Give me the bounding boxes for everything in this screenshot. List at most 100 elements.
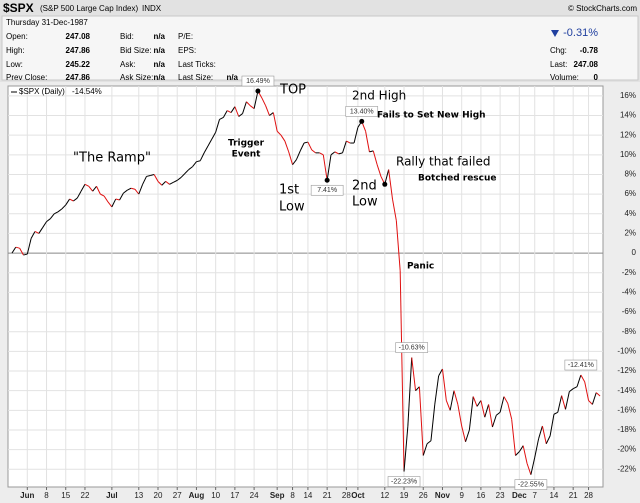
x-tick-label: 28 <box>584 491 593 500</box>
line-segment <box>511 419 517 456</box>
line-segment <box>388 169 393 200</box>
line-segment <box>11 246 17 254</box>
line-segment <box>480 400 486 418</box>
annotation: 1st <box>279 183 299 198</box>
line-segment <box>127 187 132 191</box>
line-segment <box>119 192 124 201</box>
line-segment <box>115 198 120 201</box>
line-segment <box>169 181 174 185</box>
line-segment <box>418 386 424 456</box>
x-tick-label: 28 <box>342 491 351 500</box>
line-segment <box>522 445 528 464</box>
line-segment <box>457 404 463 427</box>
x-tick-label: 12 <box>380 491 389 500</box>
line-segment <box>595 392 601 397</box>
y-tick-label: 4% <box>624 209 636 218</box>
x-tick-label: 16 <box>476 491 485 500</box>
y-tick-label: 6% <box>624 189 636 198</box>
annotation: Panic <box>407 262 434 272</box>
field-value: 247.86 <box>66 46 91 55</box>
line-segment <box>88 185 94 192</box>
line-segment <box>434 375 440 405</box>
field-label: P/E: <box>178 32 193 41</box>
annotation: Fails to Set New High <box>377 111 486 121</box>
field-value: 247.86 <box>66 73 91 82</box>
line-segment <box>484 404 490 418</box>
line-segment <box>549 414 555 436</box>
x-tick-label: 27 <box>173 491 182 500</box>
x-tick-label: 17 <box>230 491 239 500</box>
line-segment <box>322 154 328 181</box>
annotation: "The Ramp" <box>73 151 151 166</box>
annotation: Low <box>352 195 378 210</box>
value-label-box <box>345 106 379 117</box>
x-tick-label: 24 <box>250 491 259 500</box>
y-tick-label: -4% <box>622 288 636 297</box>
price-line <box>11 90 601 475</box>
line-segment <box>557 395 563 413</box>
field-label: High: <box>6 46 25 55</box>
quote-date: Thursday 31-Dec-1987 <box>6 18 88 27</box>
y-tick-label: 16% <box>620 91 636 100</box>
x-tick-label: 23 <box>496 491 505 500</box>
line-segment <box>407 357 413 427</box>
line-segment <box>219 117 224 120</box>
field-label: EPS: <box>178 46 196 55</box>
x-tick-label: 9 <box>459 491 464 500</box>
line-segment <box>326 154 332 181</box>
field-value: 247.08 <box>66 32 91 41</box>
x-tick-label: 10 <box>211 491 220 500</box>
legend-value: -14.54% <box>72 87 102 96</box>
value-label-box <box>395 342 429 353</box>
y-tick-label: -12% <box>617 366 636 375</box>
value-label: -22.55% <box>518 482 544 489</box>
line-segment <box>584 381 590 401</box>
line-segment <box>215 119 220 133</box>
value-label-box <box>514 479 548 490</box>
line-segment <box>69 198 74 202</box>
value-label: -10.63% <box>399 344 425 351</box>
line-segment <box>103 195 109 203</box>
field-value: n/a <box>153 32 165 41</box>
line-segment <box>249 105 255 110</box>
legend-label: $SPX (Daily) <box>19 87 65 96</box>
line-segment <box>38 227 44 234</box>
line-segment <box>184 169 190 174</box>
line-segment <box>242 101 247 114</box>
line-segment <box>280 134 286 142</box>
line-segment <box>576 374 582 387</box>
line-segment <box>165 180 170 185</box>
y-tick-label: 10% <box>620 150 636 159</box>
x-tick-label: 8 <box>44 491 49 500</box>
field-label: Last Size: <box>178 73 213 82</box>
line-segment <box>372 150 378 165</box>
line-segment <box>42 221 47 228</box>
line-segment <box>153 174 159 182</box>
line-segment <box>130 187 136 190</box>
line-segment <box>476 400 482 407</box>
annotation: Trigger <box>228 139 265 149</box>
line-segment <box>445 400 451 411</box>
change-percent: -0.31% <box>563 27 598 39</box>
line-segment <box>515 451 520 456</box>
line-segment <box>564 391 570 410</box>
annotation: TOP <box>279 83 306 98</box>
line-segment <box>438 368 443 377</box>
point-dot <box>324 177 330 183</box>
field-value: 245.22 <box>66 60 91 69</box>
field-label: Bid Size: <box>120 46 152 55</box>
line-segment <box>142 176 147 185</box>
line-segment <box>338 152 343 155</box>
line-segment <box>111 198 117 208</box>
line-segment <box>269 112 274 116</box>
line-segment <box>541 425 547 444</box>
x-tick-label: 26 <box>419 491 428 500</box>
annotation: Botched rescue <box>418 174 497 184</box>
y-tick-label: -16% <box>617 405 636 414</box>
y-tick-label: 8% <box>624 170 636 179</box>
field-value: n/a <box>153 60 165 69</box>
x-tick-label: 21 <box>323 491 332 500</box>
field-value: -0.78 <box>580 46 599 55</box>
y-tick-label: -18% <box>617 425 636 434</box>
value-label: 13.40% <box>350 108 374 115</box>
